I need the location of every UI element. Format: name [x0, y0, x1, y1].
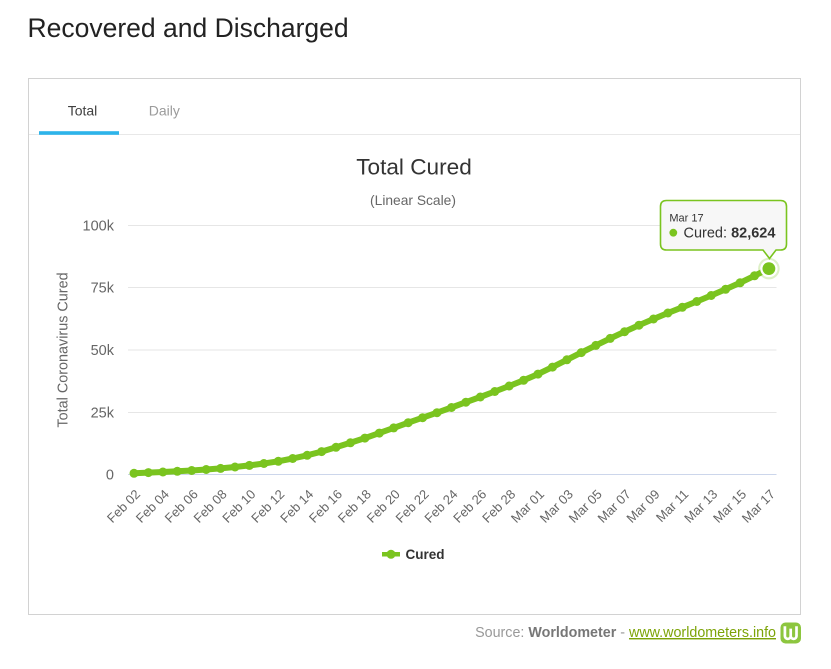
svg-text:25k: 25k: [91, 406, 115, 422]
svg-text:100k: 100k: [83, 219, 115, 235]
svg-text:(Linear Scale): (Linear Scale): [370, 193, 456, 208]
svg-text:0: 0: [106, 468, 114, 484]
svg-text:Mar 17: Mar 17: [669, 213, 703, 225]
svg-text:50k: 50k: [91, 343, 115, 359]
svg-text:Recovered and Discharged: Recovered and Discharged: [28, 13, 349, 43]
svg-text:Cured: Cured: [406, 547, 445, 562]
svg-text:Daily: Daily: [149, 103, 180, 119]
svg-text:Cured: 82,624: Cured: 82,624: [684, 226, 776, 242]
svg-text:Total: Total: [68, 103, 98, 119]
svg-text:Total Cured: Total Cured: [356, 155, 472, 180]
svg-text:Source: Worldometer - www.worl: Source: Worldometer - www.worldometers.i…: [475, 625, 776, 641]
svg-text:75k: 75k: [91, 281, 115, 297]
svg-text:Total Coronavirus Cured: Total Coronavirus Cured: [55, 272, 71, 427]
